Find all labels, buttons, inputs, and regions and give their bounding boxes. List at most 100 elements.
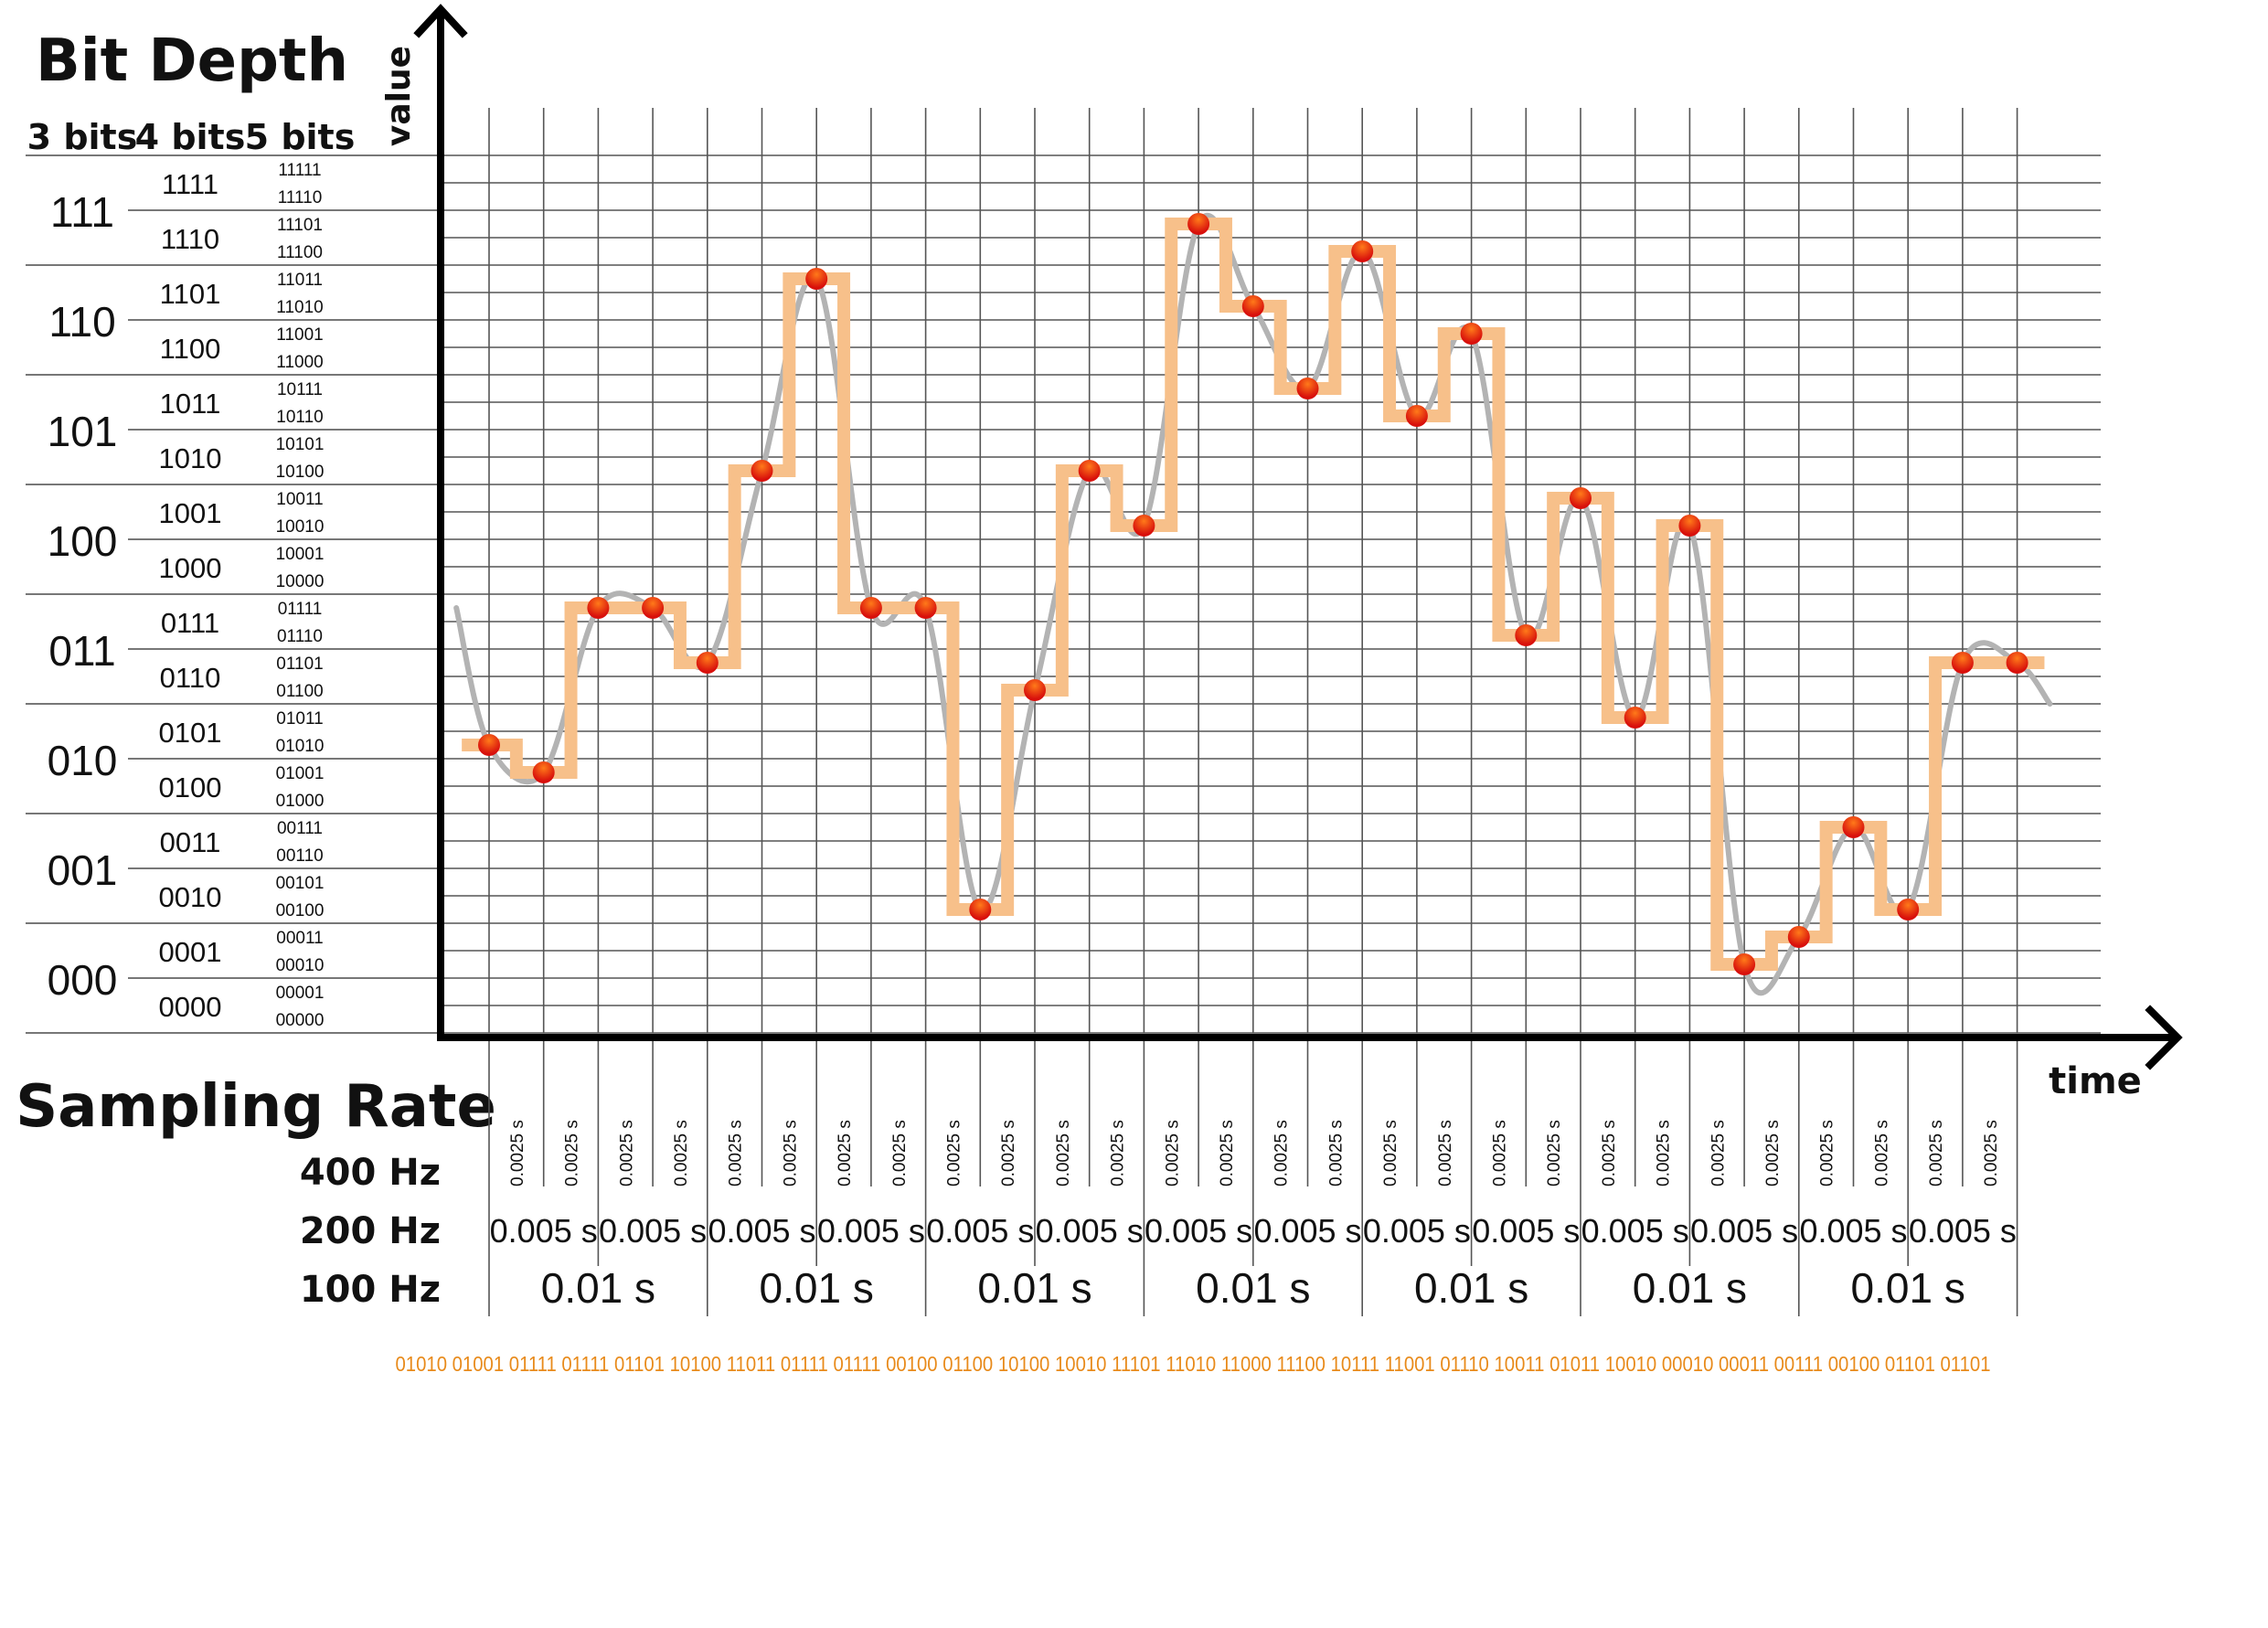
sample-point <box>1187 213 1210 235</box>
sample-point <box>1842 816 1865 838</box>
level-label-5bit: 11110 <box>278 188 323 207</box>
bit-depth-title: Bit Depth <box>36 27 348 95</box>
level-label-3bit: 111 <box>50 188 114 236</box>
interval-200hz: 0.005 s <box>1799 1212 1907 1250</box>
level-label-4bit: 1100 <box>160 333 221 365</box>
interval-400hz: 0.0025 s <box>1218 1120 1237 1186</box>
level-label-4bit: 1110 <box>161 223 219 255</box>
level-label-5bit: 10011 <box>276 490 323 509</box>
interval-400hz: 0.0025 s <box>1054 1120 1073 1186</box>
interval-200hz: 0.005 s <box>1253 1212 1361 1250</box>
interval-200hz: 0.005 s <box>1363 1212 1471 1250</box>
sample-point <box>532 761 555 783</box>
level-label-5bit: 10101 <box>276 435 325 454</box>
level-label-5bit: 10100 <box>276 463 325 482</box>
level-label-5bit: 10000 <box>276 572 325 591</box>
level-label-4bit: 1101 <box>160 278 221 310</box>
level-label-5bit: 11100 <box>277 243 323 262</box>
sample-point <box>1296 378 1319 399</box>
sample-point <box>1897 899 1920 920</box>
level-label-4bit: 1000 <box>159 552 222 584</box>
interval-400hz: 0.0025 s <box>563 1120 582 1186</box>
level-label-5bit: 01111 <box>278 600 323 619</box>
level-label-5bit: 00101 <box>276 874 325 893</box>
sample-point <box>1570 487 1592 509</box>
level-label-4bit: 0101 <box>159 717 222 749</box>
interval-200hz: 0.005 s <box>1909 1212 2017 1250</box>
sample-point <box>1351 240 1374 262</box>
interval-400hz: 0.0025 s <box>1490 1120 1509 1186</box>
sample-point <box>2006 652 2028 674</box>
interval-400hz: 0.0025 s <box>617 1120 636 1186</box>
interval-100hz: 0.01 s <box>1633 1264 1747 1312</box>
interval-400hz: 0.0025 s <box>1818 1120 1837 1186</box>
level-label-5bit: 01001 <box>276 764 325 783</box>
level-label-5bit: 10010 <box>276 517 325 537</box>
level-label-5bit: 11011 <box>277 271 323 290</box>
interval-400hz: 0.0025 s <box>1381 1120 1400 1186</box>
level-label-5bit: 01000 <box>276 792 325 811</box>
level-label-5bit: 10110 <box>276 408 323 427</box>
interval-400hz: 0.0025 s <box>890 1120 910 1186</box>
interval-400hz: 0.0025 s <box>1982 1120 2001 1186</box>
interval-400hz: 0.0025 s <box>836 1120 855 1186</box>
sample-point <box>805 268 828 290</box>
interval-200hz: 0.005 s <box>1472 1212 1580 1250</box>
quantized-step-signal <box>462 218 2045 971</box>
sample-point <box>587 597 610 619</box>
interval-400hz: 0.0025 s <box>781 1120 800 1186</box>
sample-points <box>478 213 2028 975</box>
interval-100hz: 0.01 s <box>760 1264 874 1312</box>
interval-400hz: 0.0025 s <box>1163 1120 1182 1186</box>
level-label-4bit: 0000 <box>159 991 222 1023</box>
level-label-5bit: 10111 <box>277 380 323 399</box>
level-label-5bit: 01110 <box>277 627 323 646</box>
grid <box>441 108 2101 1034</box>
interval-200hz: 0.005 s <box>1581 1212 1689 1250</box>
five-bit-labels: 00000 00001 00010 00011 00100 00101 00110 00111… <box>276 161 325 1030</box>
level-label-4bit: 1011 <box>160 388 221 420</box>
bitstream: 01010 01001 01111 01111 01101 10100 1101… <box>396 1352 1991 1376</box>
sample-point <box>1024 679 1046 701</box>
sample-point <box>1405 405 1428 427</box>
interval-400hz: 0.0025 s <box>944 1120 964 1186</box>
sample-point <box>1733 953 1756 975</box>
level-label-4bit: 0100 <box>159 771 222 803</box>
y-axis-label: value <box>380 46 418 146</box>
interval-400hz: 0.0025 s <box>672 1120 691 1186</box>
level-label-4bit: 0110 <box>160 662 221 694</box>
level-label-5bit: 11101 <box>277 216 323 235</box>
level-label-4bit: 0111 <box>161 607 219 639</box>
interval-400hz: 0.0025 s <box>727 1120 746 1186</box>
interval-100hz: 0.01 s <box>977 1264 1091 1312</box>
interval-100hz: 0.01 s <box>1196 1264 1310 1312</box>
axes <box>413 4 2183 1070</box>
level-label-5bit: 01101 <box>276 654 323 674</box>
sample-point <box>1078 460 1101 482</box>
sample-point <box>1678 515 1701 537</box>
interval-400hz: 0.0025 s <box>1109 1120 1128 1186</box>
level-label-5bit: 00000 <box>276 1011 325 1030</box>
interval-200hz: 0.005 s <box>490 1212 598 1250</box>
sample-point <box>1460 323 1483 345</box>
level-label-5bit: 00001 <box>276 984 325 1003</box>
interval-400hz: 0.0025 s <box>1600 1120 1619 1186</box>
interval-400hz: 0.0025 s <box>1326 1120 1346 1186</box>
level-label-3bit: 001 <box>48 846 118 894</box>
interval-100hz: 0.01 s <box>1851 1264 1965 1312</box>
level-label-3bit: 011 <box>48 627 115 675</box>
interval-200hz: 0.005 s <box>708 1212 815 1250</box>
interval-100hz: 0.01 s <box>541 1264 655 1312</box>
x-axis-label: time <box>2049 1060 2142 1102</box>
interval-200hz: 0.005 s <box>599 1212 707 1250</box>
sample-point <box>642 597 665 619</box>
sample-point <box>859 597 882 619</box>
level-label-5bit: 01010 <box>276 737 325 756</box>
four-bit-labels: 0000 0001 0010 0011 0100 0101 0110 0111 1000 1001… <box>159 168 222 1023</box>
sample-point <box>1133 515 1155 537</box>
level-label-4bit: 0010 <box>159 881 222 913</box>
level-label-5bit: 01100 <box>276 682 323 701</box>
sampling-intervals: 0.0025 s 0.0025 s 0.0025 s 0.0025 s 0.0025 s… <box>488 1041 2018 1316</box>
level-label-4bit: 0001 <box>159 936 222 968</box>
